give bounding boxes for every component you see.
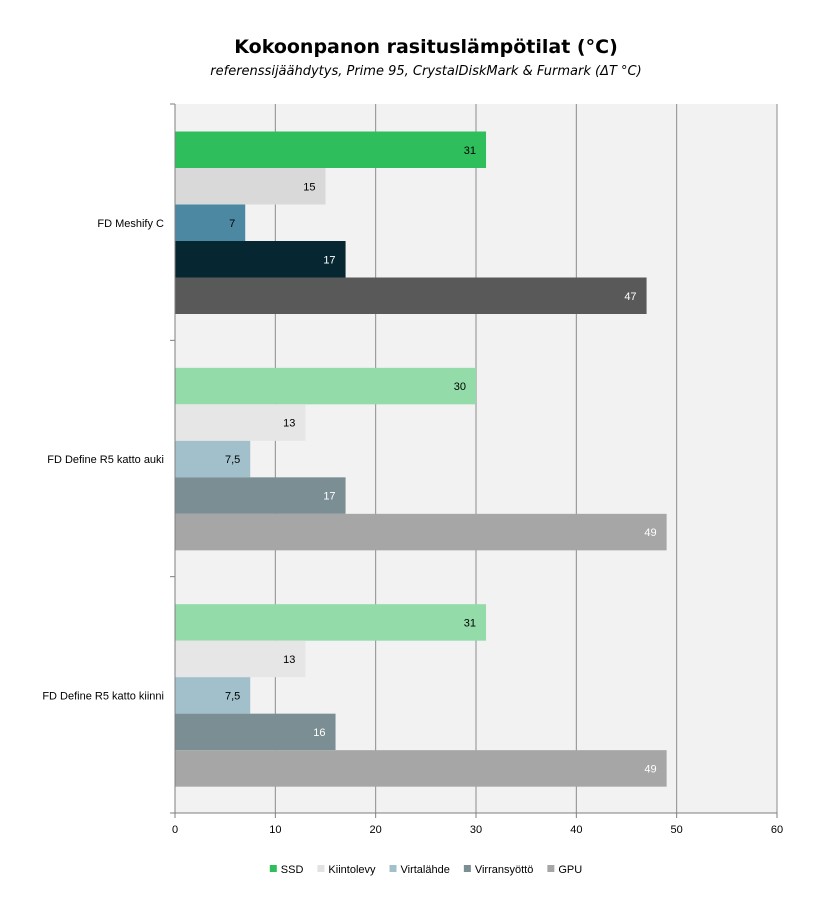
legend-swatch <box>547 865 555 872</box>
category-label: FD Meshify C <box>97 218 164 230</box>
data-label: 30 <box>454 381 466 393</box>
legend-swatch <box>389 865 397 872</box>
legend-swatch <box>463 865 471 872</box>
legend-swatch <box>317 865 325 872</box>
legend: SSD Kiintolevy Virtalähde Virransyöttö GPU <box>269 864 582 876</box>
data-label: 31 <box>464 145 476 157</box>
category-label: FD Define R5 katto kiinni <box>42 690 164 702</box>
data-label: 13 <box>283 418 295 430</box>
data-label: 17 <box>323 491 335 503</box>
chart-title: Kokoonpanon rasituslämpötilat (°C) <box>234 36 618 58</box>
data-label: 16 <box>313 727 325 739</box>
x-tick-label: 60 <box>771 824 783 836</box>
bar-kiintolevy-3 <box>175 640 306 678</box>
x-tick-label: 10 <box>269 824 281 836</box>
bar-virransyöttö-1 <box>175 241 346 278</box>
data-label: 17 <box>323 254 335 266</box>
bar-virransyöttö-3 <box>175 713 336 751</box>
data-label: 49 <box>644 763 656 775</box>
bar-gpu-3 <box>175 750 667 787</box>
bar-virransyöttö-2 <box>175 477 346 514</box>
legend-label: Kiintolevy <box>328 864 376 876</box>
category-label: FD Define R5 katto auki <box>47 454 164 466</box>
bar-kiintolevy-1 <box>175 168 326 205</box>
data-label: 31 <box>464 617 476 629</box>
bar-gpu-2 <box>175 513 667 551</box>
data-label: 7,5 <box>225 690 240 702</box>
legend-label: Virtalähde <box>401 864 450 876</box>
data-label: 49 <box>644 527 656 539</box>
chart-subtitle: referenssijäähdytys, Prime 95, CrystalDi… <box>210 64 641 79</box>
bar-virtalähde-1 <box>175 204 246 241</box>
x-tick-label: 30 <box>470 824 482 836</box>
x-tick-label: 20 <box>370 824 382 836</box>
data-label: 7 <box>229 218 235 230</box>
data-label: 7,5 <box>225 454 240 466</box>
bar-ssd-2 <box>175 367 476 405</box>
legend-swatch <box>269 865 277 872</box>
legend-label: SSD <box>281 864 304 876</box>
data-label: 13 <box>283 654 295 666</box>
x-tick-label: 50 <box>671 824 683 836</box>
x-tick-label: 0 <box>172 824 178 836</box>
plot-area: 31 15 7 17 47 FD Meshify C 30 13 7,5 17 49 FD Defin… <box>42 103 783 836</box>
bar-kiintolevy-2 <box>175 404 306 441</box>
legend-label: Virransyöttö <box>475 864 534 876</box>
bar-virtalähde-2 <box>175 440 251 478</box>
legend-label: GPU <box>558 864 582 876</box>
data-label: 47 <box>624 291 636 303</box>
bar-gpu-1 <box>175 277 647 314</box>
bar-ssd-1 <box>175 131 487 168</box>
x-tick-label: 40 <box>570 824 582 836</box>
bar-virtalähde-3 <box>175 677 251 714</box>
data-label: 15 <box>303 181 315 193</box>
bar-ssd-3 <box>175 604 487 641</box>
